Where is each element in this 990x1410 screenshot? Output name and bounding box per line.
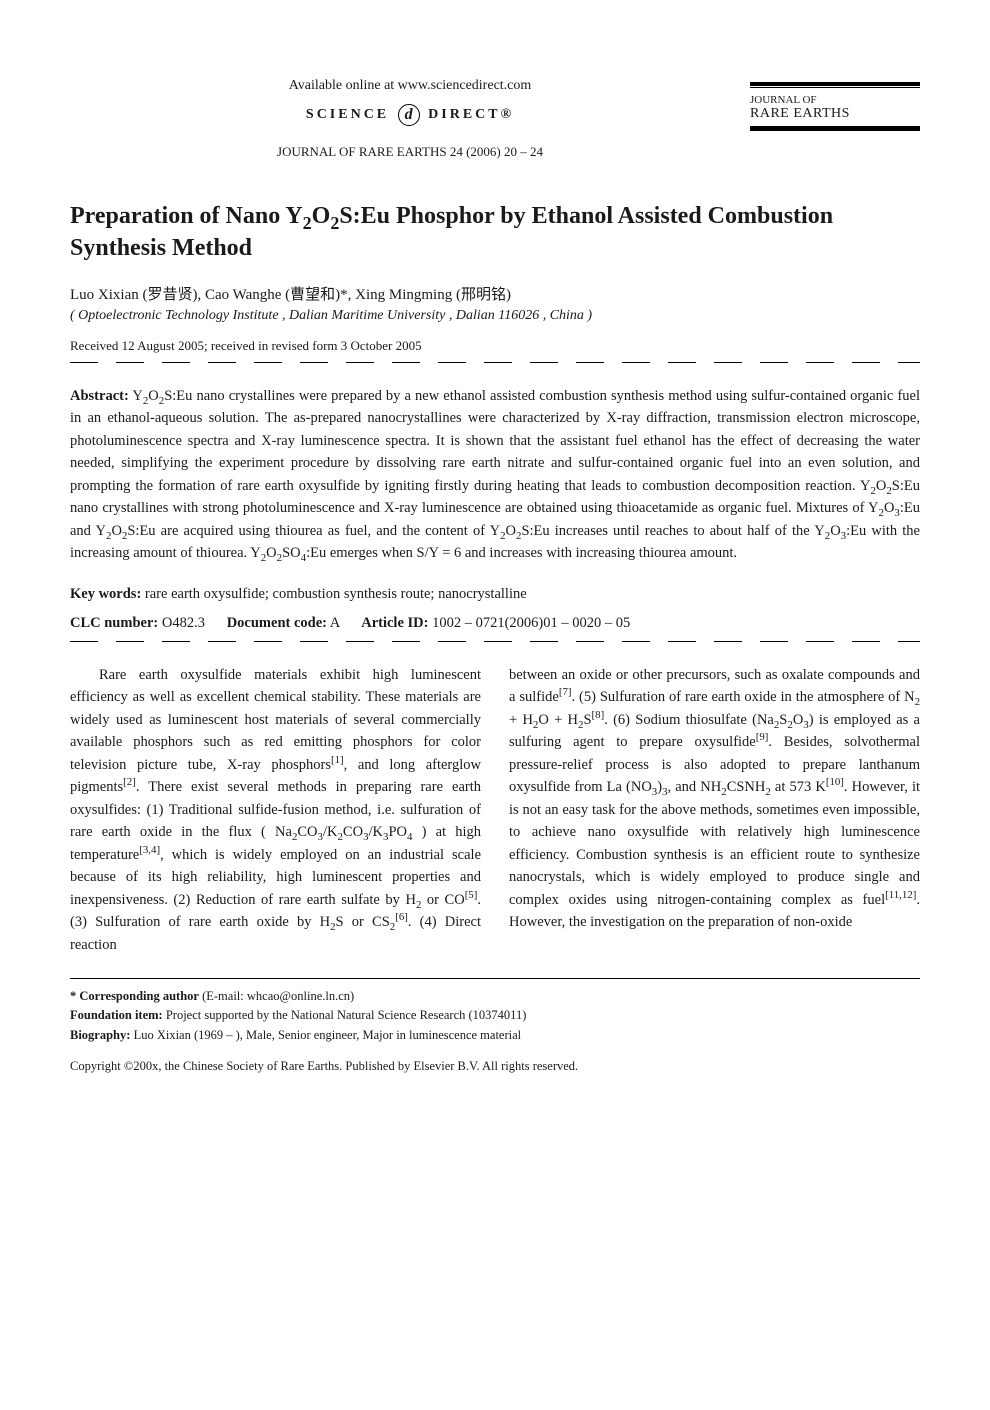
article-id-value: 1002 – 0721(2006)01 – 0020 – 05 — [428, 615, 630, 631]
body-text: S or CS — [336, 914, 390, 930]
abstract-text: SO — [282, 545, 301, 561]
corr-author-label: * Corresponding author — [70, 989, 199, 1003]
doccode-value: A — [327, 615, 340, 631]
abstract-text: S:Eu are acquired using thiourea as fuel… — [127, 523, 500, 539]
article-title: Preparation of Nano Y2O2S:Eu Phosphor by… — [70, 200, 920, 265]
dashed-rule-icon — [70, 641, 920, 642]
right-column: between an oxide or other precursors, su… — [509, 664, 920, 956]
classification-line: CLC number: O482.3 Document code: A Arti… — [70, 612, 920, 635]
body-text: at 573 K — [771, 779, 826, 795]
abstract-label: Abstract: — [70, 388, 129, 404]
affiliation-line: ( Optoelectronic Technology Institute , … — [70, 308, 920, 324]
keywords-label: Key words: — [70, 586, 141, 602]
biography-label: Biography: — [70, 1028, 130, 1042]
abstract-text: O — [884, 500, 894, 516]
body-paragraph: Rare earth oxysulfide materials exhibit … — [70, 664, 481, 956]
footnotes-block: * Corresponding author (E-mail: whcao@on… — [70, 978, 920, 1045]
logo-text-left: SCIENCE — [306, 107, 389, 122]
body-paragraph: between an oxide or other precursors, su… — [509, 664, 920, 934]
rule-thick-icon — [750, 82, 920, 86]
sidebox-journal-of: JOURNAL OF — [750, 94, 920, 106]
foundation-text: Project supported by the National Natura… — [163, 1008, 527, 1022]
logo-text-right: DIRECT® — [428, 107, 514, 122]
body-text: CO — [343, 824, 363, 840]
body-text: CSNH — [727, 779, 766, 795]
article-id-label: Article ID: — [361, 615, 428, 631]
foundation-label: Foundation item: — [70, 1008, 163, 1022]
abstract-text: Y — [129, 388, 143, 404]
body-text: O — [793, 712, 803, 728]
page-header: Available online at www.sciencedirect.co… — [70, 60, 920, 160]
body-columns: Rare earth oxysulfide materials exhibit … — [70, 664, 920, 956]
abstract-block: Abstract: Y2O2S:Eu nano crystallines wer… — [70, 385, 920, 565]
abstract-text: O — [830, 523, 840, 539]
abstract-text: :Eu emerges when S/Y = 6 and increases w… — [306, 545, 737, 561]
clc-label: CLC number: — [70, 615, 158, 631]
biography-text: Luo Xixian (1969 – ), Male, Senior engin… — [130, 1028, 521, 1042]
copyright-line: Copyright ©200x, the Chinese Society of … — [70, 1059, 920, 1074]
title-segment: Preparation of Nano Y — [70, 203, 303, 229]
abstract-text: O — [876, 478, 886, 494]
body-text: O + H — [538, 712, 578, 728]
authors-line: Luo Xixian (罗昔贤), Cao Wanghe (曹望和)*, Xin… — [70, 283, 920, 304]
available-online-text: Available online at www.sciencedirect.co… — [70, 78, 750, 94]
corresponding-author-line: * Corresponding author (E-mail: whcao@on… — [70, 987, 920, 1006]
abstract-text: O — [266, 545, 276, 561]
body-text: or CO — [421, 892, 464, 908]
body-text: . (5) Sulfuration of rare earth oxide in… — [572, 689, 915, 705]
dashed-rule-icon — [70, 362, 920, 363]
sciencedirect-logo: SCIENCE d DIRECT® — [70, 104, 750, 126]
biography-line: Biography: Luo Xixian (1969 – ), Male, S… — [70, 1026, 920, 1045]
body-text: CO — [297, 824, 317, 840]
body-text: /K — [369, 824, 384, 840]
corr-author-text: (E-mail: whcao@online.ln.cn) — [199, 989, 354, 1003]
header-center: Available online at www.sciencedirect.co… — [70, 60, 750, 160]
clc-value: O482.3 — [158, 615, 205, 631]
body-text: , and NH — [668, 779, 722, 795]
body-text: PO — [388, 824, 407, 840]
doccode-label: Document code: — [227, 615, 327, 631]
keywords-line: Key words: rare earth oxysulfide; combus… — [70, 583, 920, 606]
abstract-text: O — [506, 523, 516, 539]
abstract-text: O — [111, 523, 121, 539]
sidebox-journal-name: RARE EARTHS — [750, 106, 920, 122]
body-text: + H — [509, 712, 533, 728]
keywords-text: rare earth oxysulfide; combustion synthe… — [141, 586, 526, 602]
journal-sidebox: JOURNAL OF RARE EARTHS — [750, 82, 920, 132]
header-row: Available online at www.sciencedirect.co… — [70, 60, 920, 160]
body-text: S — [583, 712, 591, 728]
foundation-line: Foundation item: Project supported by th… — [70, 1006, 920, 1025]
title-segment: O — [312, 203, 331, 229]
received-line: Received 12 August 2005; received in rev… — [70, 338, 920, 354]
journal-citation-line: JOURNAL OF RARE EARTHS 24 (2006) 20 – 24 — [70, 144, 750, 160]
abstract-text: O — [148, 388, 158, 404]
rule-thin-icon — [750, 87, 920, 88]
logo-at-icon: d — [398, 104, 420, 126]
abstract-text: S:Eu nano crystallines were prepared by … — [70, 388, 920, 494]
body-text: . (6) Sodium thiosulfate (Na — [604, 712, 774, 728]
body-text: . However, it is not an easy task for th… — [509, 779, 920, 907]
body-text: /K — [323, 824, 338, 840]
left-column: Rare earth oxysulfide materials exhibit … — [70, 664, 481, 956]
abstract-text: S:Eu increases until reaches to about ha… — [521, 523, 824, 539]
rule-thick-icon — [750, 127, 920, 131]
